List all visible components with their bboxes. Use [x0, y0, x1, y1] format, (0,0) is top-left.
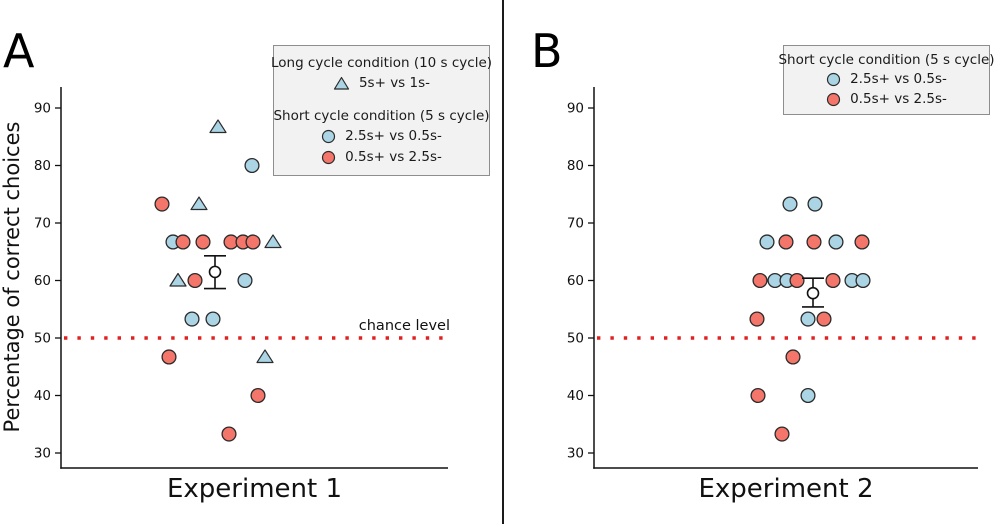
- data-point-circle: [828, 234, 844, 250]
- mean-marker: [806, 286, 820, 300]
- chance-level-label: chance level: [358, 318, 450, 334]
- data-point-circle: [187, 272, 203, 289]
- data-point-circle: [195, 234, 211, 250]
- data-point-circle: [161, 349, 177, 365]
- data-point-circle: [789, 272, 805, 289]
- data-point-circle: [855, 272, 871, 289]
- y-tick-label: 50: [34, 331, 51, 347]
- legend-panel-b: Short cycle condition (5 s cycle) 2.5s+ …: [778, 45, 995, 115]
- data-point-circle: [854, 234, 870, 250]
- legend-entry-0p5s-vs-2p5s: 0.5s+ vs 2.5s-: [321, 147, 442, 168]
- data-point-circle: [245, 234, 261, 250]
- panel-b-letter: B: [531, 24, 563, 78]
- legend-triangle-marker-icon: [333, 76, 350, 90]
- data-point-circle: [759, 234, 775, 250]
- legend-entry-label: 2.5s+ vs 0.5s-: [850, 71, 947, 87]
- legend-entry-2p5s-vs-0p5s: 2.5s+ vs 0.5s-: [321, 126, 442, 147]
- y-tick-label: 60: [567, 273, 584, 289]
- data-point-circle: [184, 311, 200, 327]
- data-point-circle: [807, 196, 823, 212]
- data-point-triangle: [264, 234, 282, 249]
- data-point-circle: [175, 234, 191, 250]
- y-axis-label: Percentage of correct choices: [0, 121, 24, 433]
- data-point-circle: [237, 272, 253, 289]
- data-point-circle: [752, 272, 768, 289]
- data-point-circle: [800, 387, 816, 404]
- legend-panel-a: Long cycle condition (10 s cycle) 5s+ vs…: [270, 45, 493, 176]
- legend-entry-2p5s-vs-0p5s: 2.5s+ vs 0.5s-: [826, 69, 947, 89]
- legend-entry-label: 2.5s+ vs 0.5s-: [345, 128, 442, 144]
- y-tick-label: 50: [567, 331, 584, 347]
- mean-marker: [208, 265, 222, 279]
- data-point-circle: [221, 426, 237, 442]
- data-point-triangle: [190, 196, 208, 211]
- legend-entry-label: 0.5s+ vs 2.5s-: [345, 149, 442, 165]
- data-point-circle: [250, 387, 266, 404]
- data-point-circle: [782, 196, 798, 212]
- panel-divider: [502, 0, 504, 524]
- legend-group-title-short-cycle: Short cycle condition (5 s cycle): [273, 108, 490, 124]
- data-point-triangle: [256, 349, 274, 364]
- y-tick-label: 30: [34, 446, 51, 462]
- data-point-circle: [749, 311, 765, 327]
- data-point-circle: [205, 311, 221, 327]
- legend-red-circle-marker-icon: [826, 92, 841, 106]
- y-tick-label: 90: [567, 101, 584, 117]
- x-axis-label-experiment-2: Experiment 2: [698, 474, 874, 504]
- legend-group-title-short-cycle: Short cycle condition (5 s cycle): [778, 52, 995, 68]
- legend-red-circle-marker-icon: [321, 150, 336, 165]
- legend-group-title-long-cycle: Long cycle condition (10 s cycle): [270, 55, 493, 71]
- y-tick-label: 70: [567, 216, 584, 232]
- legend-entry-label: 0.5s+ vs 2.5s-: [850, 91, 947, 107]
- data-point-circle: [774, 426, 790, 442]
- data-point-circle: [825, 272, 841, 289]
- legend-entry-0p5s-vs-2p5s: 0.5s+ vs 2.5s-: [826, 89, 947, 109]
- legend-blue-circle-marker-icon: [826, 72, 841, 86]
- data-point-circle: [778, 234, 794, 250]
- data-point-circle: [154, 196, 170, 212]
- y-tick-label: 40: [567, 388, 584, 404]
- data-point-circle: [244, 157, 260, 174]
- y-tick-label: 30: [567, 446, 584, 462]
- y-tick-label: 40: [34, 388, 51, 404]
- legend-entry-label: 5s+ vs 1s-: [358, 75, 431, 91]
- y-tick-label: 60: [34, 273, 51, 289]
- legend-entry-5s-vs-1s: 5s+ vs 1s-: [333, 73, 430, 94]
- data-point-circle: [785, 349, 801, 365]
- data-point-circle: [816, 311, 832, 327]
- panel-b-plot: 30 40 50 60 70 80 90: [567, 87, 981, 469]
- y-tick-label: 90: [34, 101, 51, 117]
- y-tick-label: 80: [34, 158, 51, 174]
- data-point-triangle: [169, 272, 187, 287]
- panel-a-plot: 30 40 50 60 70 80 90: [34, 87, 451, 469]
- data-point-circle: [800, 311, 816, 327]
- x-axis-label-experiment-1: Experiment 1: [166, 474, 343, 504]
- y-tick-label: 70: [34, 216, 51, 232]
- y-tick-label: 80: [567, 158, 584, 174]
- data-point-circle: [750, 387, 766, 404]
- data-point-triangle: [209, 119, 227, 134]
- data-point-circle: [806, 234, 822, 250]
- legend-blue-circle-marker-icon: [321, 129, 336, 144]
- panel-a-letter: A: [3, 24, 35, 78]
